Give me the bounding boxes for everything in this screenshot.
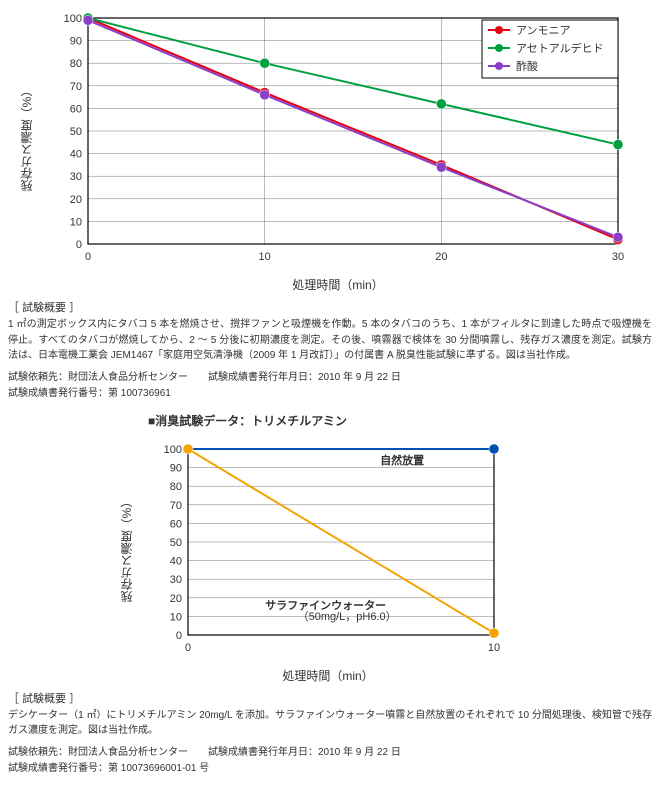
chart2-ylabel: 残存ガス濃度（%） [118, 495, 135, 602]
svg-text:アセトアルデヒド: アセトアルデヒド [516, 41, 604, 55]
chart1-xlabel: 処理時間（min） [48, 276, 628, 293]
svg-text:30: 30 [170, 574, 182, 586]
svg-text:酢酸: 酢酸 [516, 59, 538, 73]
chart2-xlabel: 処理時間（min） [148, 667, 508, 684]
svg-text:50: 50 [170, 537, 182, 549]
svg-text:40: 40 [170, 555, 182, 567]
section1-meta2: 試験成績書発行番号：第 100736961 [8, 388, 171, 399]
chart-1: 残存ガス濃度（%） 01020304050607080901000102030ア… [48, 8, 628, 268]
svg-text:80: 80 [170, 481, 182, 493]
section1-meta1: 試験依頼先：財団法人食品分析センター 試験成績書発行年月日：2010 年 9 月… [8, 372, 401, 383]
svg-text:サラファインウォーター: サラファインウォーター [265, 598, 386, 611]
svg-text:0: 0 [76, 239, 82, 251]
svg-text:10: 10 [259, 251, 271, 263]
svg-text:70: 70 [170, 499, 182, 511]
chart1-svg: 0 10 20 30 40 50 60 70 80 90 100 0 10 20 30 アンモニアアセトアルデ… [48, 8, 628, 268]
svg-text:60: 60 [70, 103, 82, 115]
svg-text:0: 0 [176, 630, 182, 642]
section1-desc: 1 ㎡の測定ボックス内にタバコ 5 本を燃焼させ、撹拌ファンと吸煙機を作動。5 … [8, 317, 652, 364]
svg-text:40: 40 [70, 149, 82, 161]
svg-text:アンモニア: アンモニア [516, 25, 571, 37]
chart1-ylabel: 残存ガス濃度（%） [18, 85, 35, 192]
svg-text:100: 100 [64, 13, 82, 25]
svg-text:30: 30 [612, 251, 624, 263]
chart2-title: ■消臭試験データ：トリメチルアミン [148, 412, 652, 429]
section1-title: ［ 試験概要 ］ [8, 299, 652, 315]
svg-text:90: 90 [170, 462, 182, 474]
section2-meta: 試験依頼先：財団法人食品分析センター 試験成績書発行年月日：2010 年 9 月… [8, 745, 652, 777]
svg-text:20: 20 [170, 592, 182, 604]
svg-text:0: 0 [185, 642, 191, 654]
section2-title: ［ 試験概要 ］ [8, 690, 652, 706]
section2-meta2: 試験成績書発行番号：第 10073696001-01 号 [8, 763, 209, 774]
svg-text:100: 100 [164, 444, 182, 456]
svg-text:60: 60 [170, 518, 182, 530]
svg-text:90: 90 [70, 36, 82, 48]
svg-text:10: 10 [170, 611, 182, 623]
svg-text:70: 70 [70, 81, 82, 93]
section1-meta: 試験依頼先：財団法人食品分析センター 試験成績書発行年月日：2010 年 9 月… [8, 370, 652, 402]
svg-text:（50mg/L，pH6.0）: （50mg/L，pH6.0） [298, 610, 397, 623]
section2-desc: デシケーター（1 ㎡）にトリメチルアミン 20mg/L を添加。サラファインウォ… [8, 708, 652, 739]
svg-text:20: 20 [70, 194, 82, 206]
svg-text:20: 20 [435, 251, 447, 263]
svg-text:50: 50 [70, 126, 82, 138]
svg-text:30: 30 [70, 171, 82, 183]
svg-text:10: 10 [488, 642, 500, 654]
chart2-svg: 0 10 20 30 40 50 60 70 80 90 100 0 10 自然放置サラファインウォーター… [148, 439, 508, 659]
svg-text:自然放置: 自然放置 [380, 452, 424, 466]
svg-text:80: 80 [70, 58, 82, 70]
svg-text:10: 10 [70, 216, 82, 228]
chart-2: 残存ガス濃度（%） 0102030405060708090100010自然放置サ… [148, 439, 508, 659]
svg-text:0: 0 [85, 251, 91, 263]
